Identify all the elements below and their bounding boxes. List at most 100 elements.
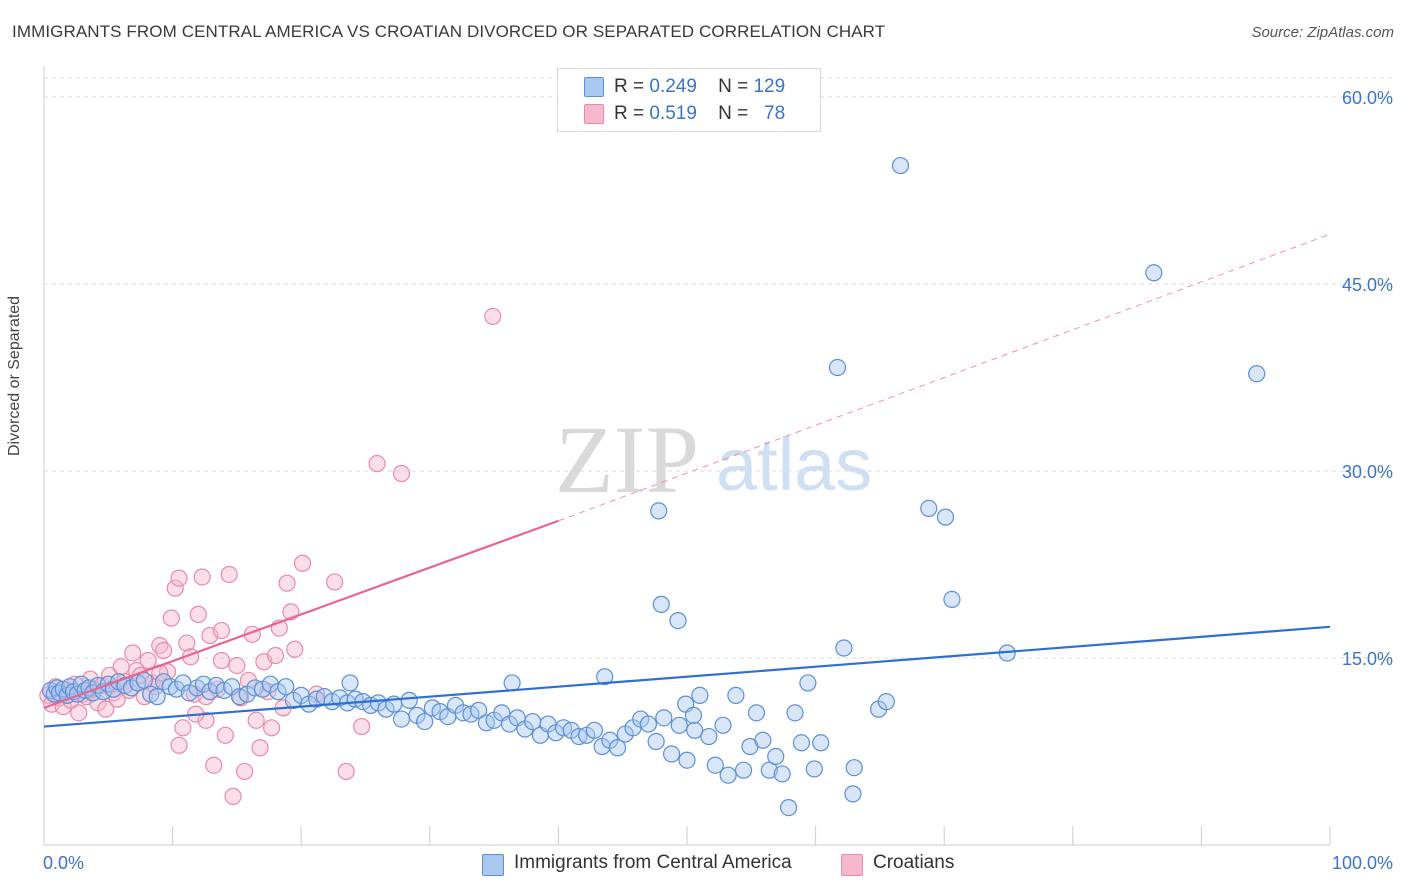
legend-swatch-blue [584,77,604,97]
croatians-point [337,762,355,781]
central-america-point [1145,264,1163,282]
central-america-point [503,674,521,692]
legend-r-label: R = [614,103,645,124]
trend-lines [43,233,1331,728]
central-america-point [416,712,434,731]
x-tick-label: 0.0% [43,853,84,873]
croatians-point [392,464,411,483]
croatians-point [216,726,234,744]
central-america-point [845,759,863,777]
central-america-point [608,739,627,757]
croatians-point [178,634,196,652]
x-tick-label: 100.0% [1332,853,1393,873]
central-america-point [670,716,688,734]
central-america-point [700,727,718,746]
central-america-point [760,761,778,779]
central-america-point [779,798,798,817]
central-america-point [877,693,895,711]
central-america-point [754,731,772,749]
central-america-point [936,508,955,526]
croatians-point [326,573,344,591]
central-america-point [647,732,665,751]
central-america-point [470,701,488,719]
central-america-point [655,709,673,727]
croatians-point [286,640,304,658]
central-america-point [727,686,745,705]
croatians-point [170,569,188,587]
legend-n-value: 78 [764,103,786,124]
croatians-point [124,644,142,662]
correlation-legend: R = 0.249 N = 129 R = 0.519 N = 78 [557,68,821,132]
central-america-point [714,716,732,734]
central-america-point [277,678,295,696]
central-america-point [943,590,961,609]
croatians-point [212,651,231,670]
central-america-point [799,674,817,692]
legend-n-value: 129 [753,76,786,97]
central-america-point [920,499,938,517]
croatians-point [212,621,231,640]
croatians-point [70,704,88,722]
croatians-point [278,574,296,592]
central-america-point [691,686,709,705]
central-america-point [400,691,418,709]
central-america-point [341,674,359,692]
axes [43,66,1331,846]
central-america-point [891,156,910,175]
croatians-point [263,719,281,737]
legend-swatch-pink [584,104,604,124]
watermark: ZIP atlas [555,406,872,513]
croatians-point [205,756,223,774]
legend-r-value: 0.249 [649,76,697,97]
central-america-point [844,785,862,803]
y-axis-label: Divorced or Separated [6,295,23,456]
croatians-point [154,641,173,660]
trend-line-central-america [43,625,1331,728]
croatians-point [189,605,207,623]
croatians-point [197,711,215,729]
croatians-point [108,690,126,708]
central-america-point [812,734,830,752]
trend-line-croatians [43,519,559,709]
watermark-atlas: atlas [716,423,872,506]
y-tick-label: 60.0% [1342,88,1393,108]
central-america-point [596,668,614,686]
croatians-point [251,739,269,757]
central-america-point [167,680,186,698]
central-america-point [828,358,847,377]
central-america-point [650,502,668,520]
croatians-point [162,609,180,627]
gridlines [44,77,1394,659]
croatians-point [97,700,115,718]
croatians-point [174,719,192,737]
series-croatians [39,307,502,805]
croatians-point [139,651,157,670]
legend-label: Immigrants from Central America [514,852,792,873]
central-america-point [835,639,853,657]
legend-swatch-pink [841,854,863,876]
central-america-point [792,734,811,752]
series-central-america [41,156,1266,817]
croatians-point [166,579,184,597]
y-tick-label: 15.0% [1342,649,1393,669]
central-america-point [773,765,791,783]
legend-n-label: N = [718,103,749,124]
central-america-point [678,751,696,769]
croatians-point [266,646,285,665]
central-america-point [805,760,823,778]
central-america-point [669,611,687,630]
central-america-point [1248,365,1266,383]
y-tick-label: 45.0% [1342,275,1393,295]
central-america-point [747,704,766,722]
series-legend: Immigrants from Central America Croatian… [0,852,1406,878]
legend-swatch-blue [482,854,504,876]
central-america-point [719,766,737,784]
central-america-point [201,683,219,701]
legend-n-label: N = [718,76,749,97]
croatians-point [368,454,386,473]
central-america-point [786,704,804,722]
croatians-point [193,568,211,586]
central-america-point [684,706,703,724]
central-america-point [767,747,785,766]
